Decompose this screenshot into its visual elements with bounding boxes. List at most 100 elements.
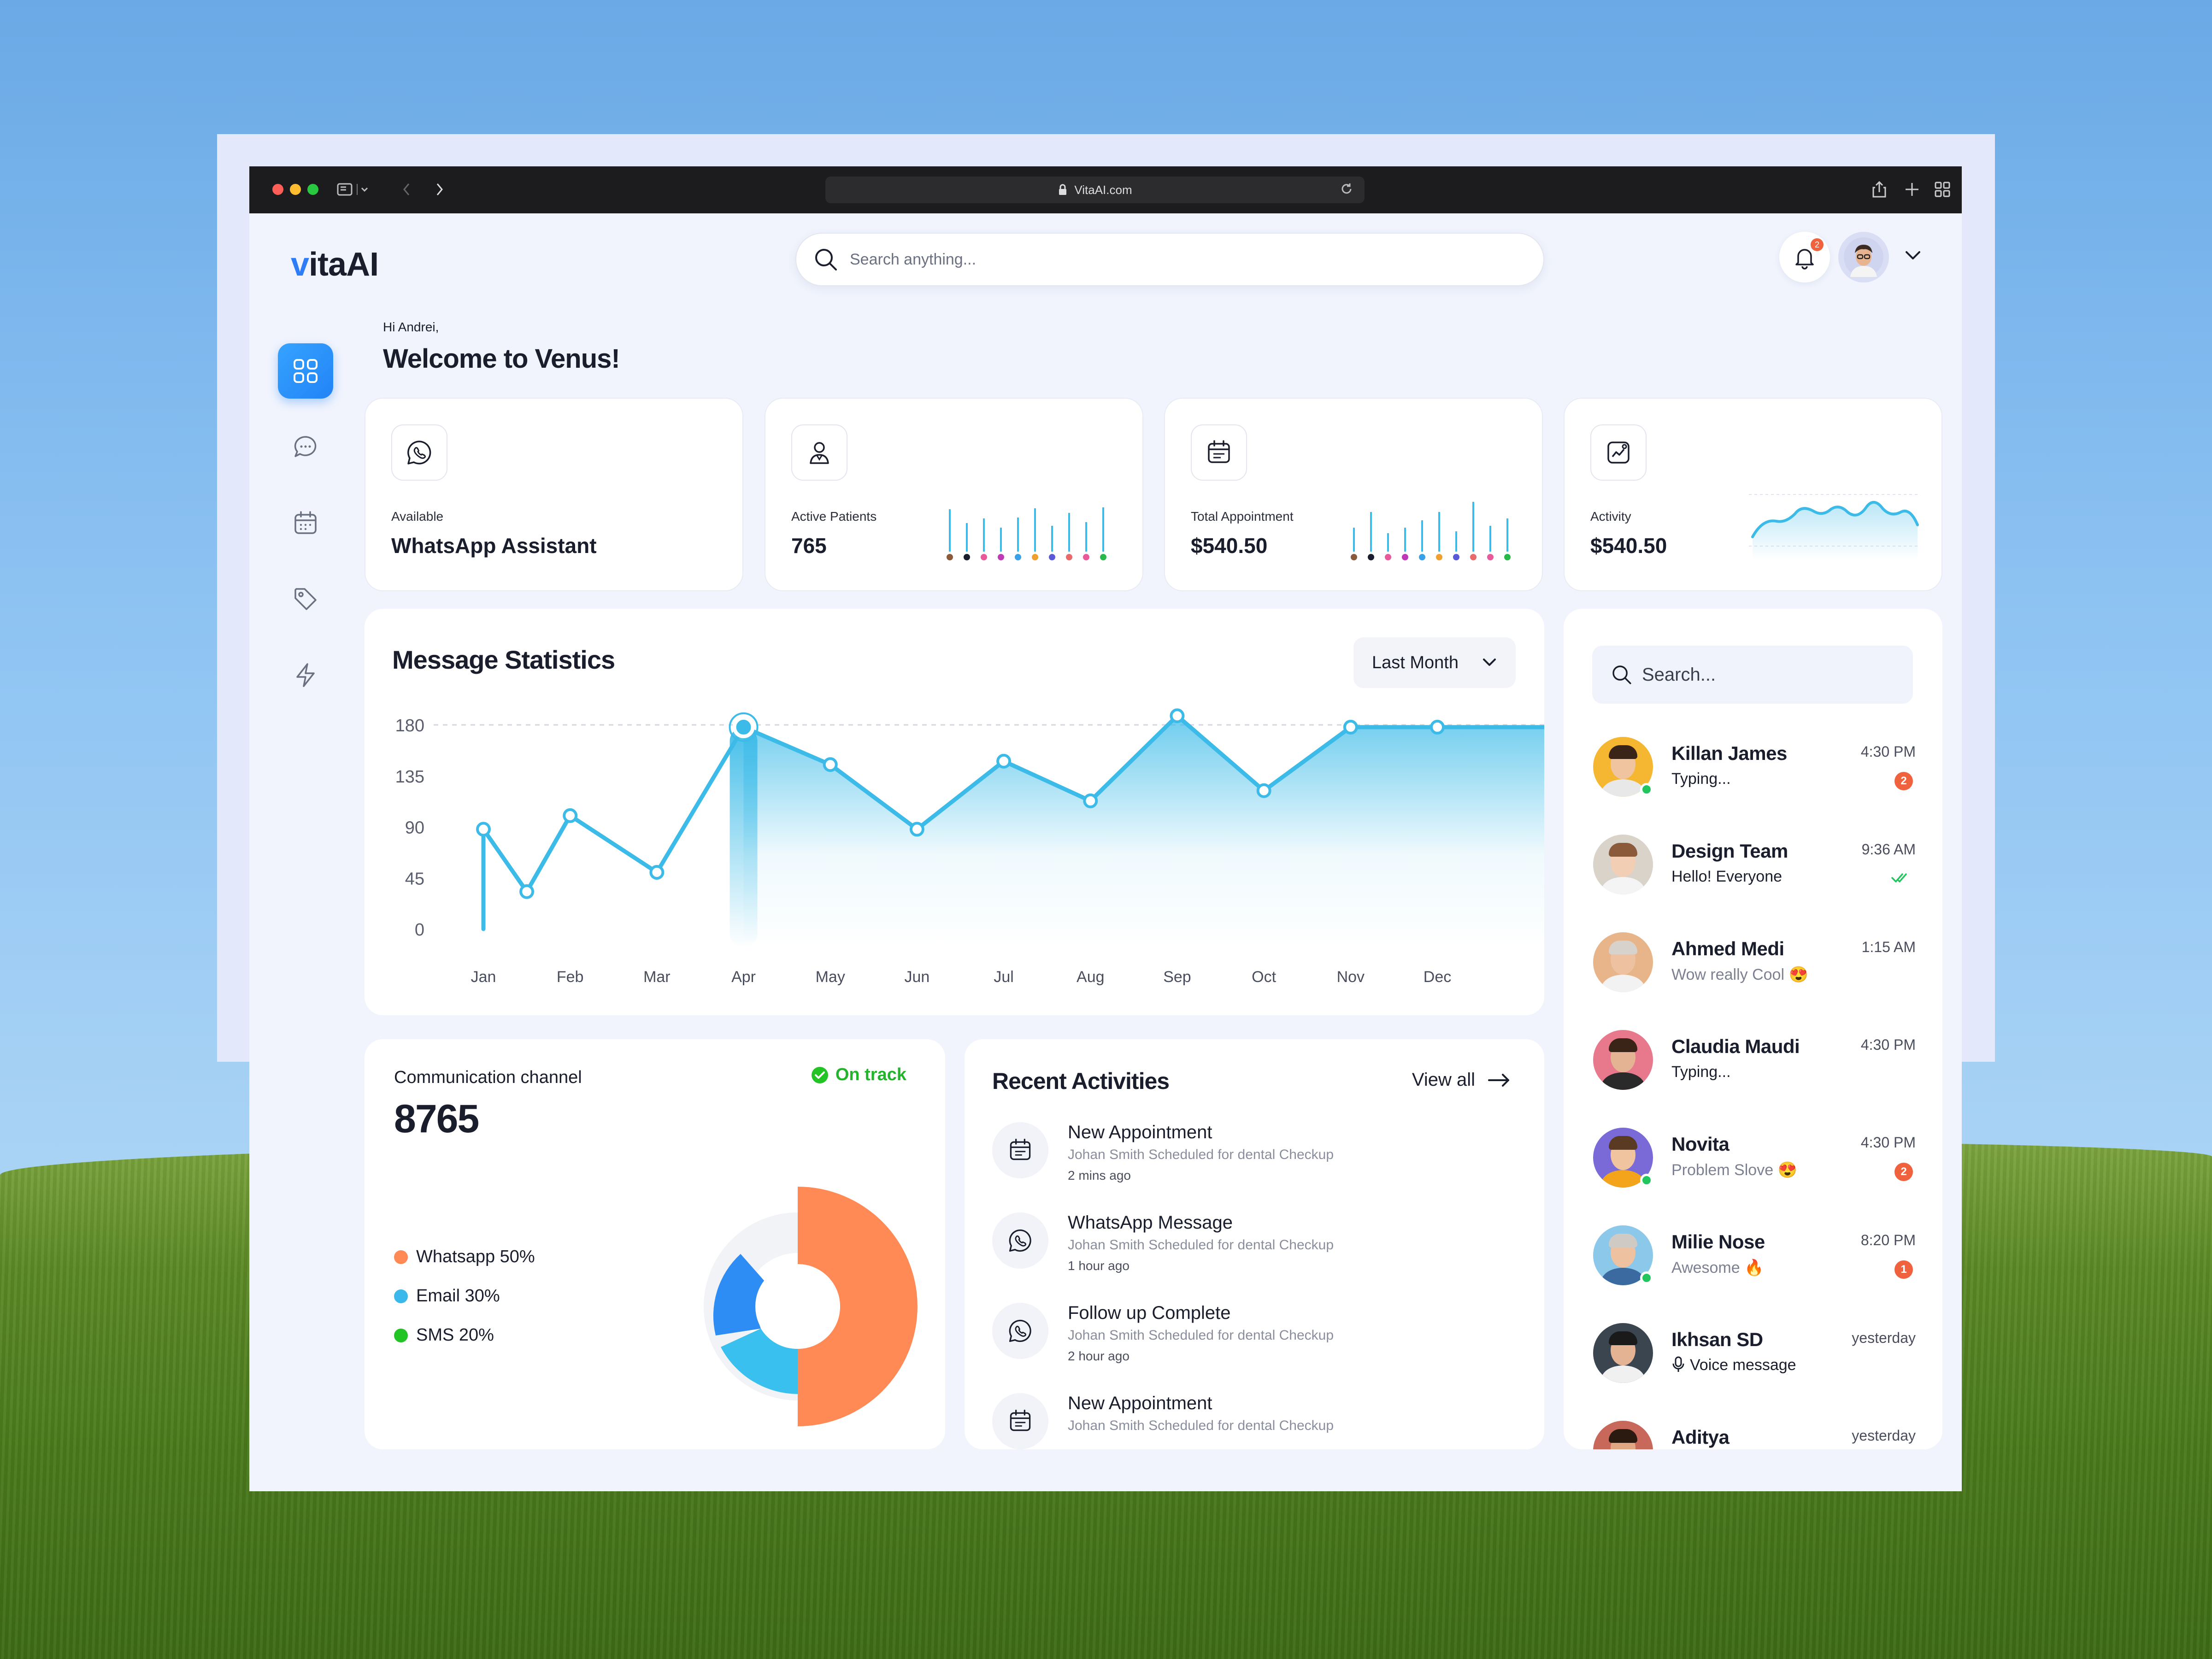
activity-item[interactable]: Follow up Complete Johan Smith Scheduled…: [992, 1303, 1453, 1386]
tab-overview-icon[interactable]: [1934, 181, 1951, 198]
view-all-link[interactable]: View all: [1412, 1070, 1511, 1090]
minimize-window-button[interactable]: [290, 184, 301, 195]
activity-title: New Appointment: [1068, 1122, 1212, 1142]
x-tick-label: Jul: [994, 968, 1013, 986]
x-tick-label: Nov: [1337, 968, 1365, 986]
forward-icon[interactable]: [434, 181, 445, 198]
data-point[interactable]: [823, 757, 838, 772]
activity-time: 1 hour ago: [1068, 1259, 1130, 1273]
reload-icon[interactable]: [1340, 182, 1353, 196]
chat-item[interactable]: Claudia Maudi Typing... 4:30 PM: [1593, 1030, 1916, 1099]
window-controls: [272, 184, 318, 195]
x-tick-label: Jan: [471, 968, 496, 986]
notifications-button[interactable]: 2: [1779, 232, 1830, 282]
message-statistics-chart[interactable]: 180 135 90 45 0 Jan Feb Mar Apr May Jun Jul Aug Sep Oc…: [365, 701, 1544, 996]
user-avatar[interactable]: [1838, 232, 1889, 282]
online-indicator: [1640, 783, 1653, 796]
chat-item[interactable]: Ikhsan SD Voice message yesterday: [1593, 1323, 1916, 1392]
search-icon: [1612, 665, 1631, 684]
data-point[interactable]: [476, 822, 491, 837]
sidebar-item-messages[interactable]: [278, 419, 333, 475]
activity-item[interactable]: New Appointment Johan Smith Scheduled fo…: [992, 1122, 1453, 1205]
chevron-down-icon: [1483, 659, 1496, 666]
message-time: 1:15 AM: [1861, 939, 1916, 955]
donut-slice-email[interactable]: [721, 1329, 798, 1394]
highlight-bar-may[interactable]: [729, 727, 758, 947]
sidebar-item-dashboard[interactable]: [278, 343, 333, 399]
data-point[interactable]: [732, 716, 755, 738]
sidebar-toggle-icon[interactable]: [337, 181, 370, 198]
data-point[interactable]: [996, 753, 1012, 769]
message-time: yesterday: [1852, 1427, 1916, 1444]
recent-activities-title: Recent Activities: [992, 1068, 1170, 1094]
data-point[interactable]: [1430, 719, 1445, 735]
avatar-body: [1601, 1072, 1645, 1090]
global-search-input[interactable]: Search anything...: [795, 233, 1544, 286]
app-logo[interactable]: vitaAI: [291, 246, 379, 283]
double-check-icon: [1891, 873, 1907, 882]
data-point[interactable]: [649, 865, 665, 880]
donut-slice-whatsapp[interactable]: [798, 1187, 918, 1426]
channel-donut-chart[interactable]: [678, 1182, 918, 1431]
stat-card-activity[interactable]: Activity $540.50: [1564, 398, 1942, 591]
chat-item[interactable]: Killan James Typing... 4:30 PM 2: [1593, 737, 1916, 806]
stat-icon-box: [1590, 424, 1647, 481]
stat-card-active-patients[interactable]: Active Patients 765: [765, 398, 1143, 591]
chat-item[interactable]: Design Team Hello! Everyone 9:36 AM: [1593, 835, 1916, 904]
chat-item[interactable]: Ahmed Medi Wow really Cool 😍 1:15 AM: [1593, 932, 1916, 1001]
chat-item[interactable]: Milie Nose Awesome 🔥 8:20 PM 1: [1593, 1225, 1916, 1294]
message-time: 9:36 AM: [1861, 841, 1916, 858]
avatar-hair: [1609, 843, 1637, 857]
range-dropdown[interactable]: Last Month: [1353, 637, 1516, 688]
activity-title: Follow up Complete: [1068, 1303, 1231, 1323]
browser-toolbar: VitaAI.com: [249, 166, 1962, 213]
data-point[interactable]: [909, 822, 924, 837]
whatsapp-icon: [1009, 1229, 1031, 1252]
x-tick-label: Mar: [643, 968, 671, 986]
activity-icon: [992, 1212, 1048, 1269]
donut-slice-sms[interactable]: [713, 1254, 768, 1335]
avatar-hair: [1609, 1331, 1637, 1345]
activity-item[interactable]: WhatsApp Message Johan Smith Scheduled f…: [992, 1212, 1453, 1295]
data-point[interactable]: [519, 884, 535, 899]
data-point[interactable]: [1343, 719, 1358, 735]
tag-icon: [294, 588, 317, 610]
calendar-list-icon: [1010, 1138, 1031, 1160]
avatar-hair: [1609, 1234, 1637, 1247]
avatar-hair: [1609, 745, 1637, 759]
patients-sparkbars: [947, 507, 1106, 560]
last-message-text: Problem Slove 😍: [1671, 1161, 1797, 1179]
new-tab-icon[interactable]: [1904, 181, 1920, 198]
x-tick-label: Jun: [904, 968, 930, 986]
zoom-window-button[interactable]: [307, 184, 318, 195]
sidebar-item-calendar[interactable]: [278, 495, 333, 551]
chat-search-input[interactable]: Search...: [1592, 646, 1913, 704]
address-bar[interactable]: VitaAI.com: [825, 176, 1365, 203]
stat-value: WhatsApp Assistant: [391, 534, 597, 558]
chat-item[interactable]: Aditya yesterday: [1593, 1421, 1916, 1449]
account-menu-chevron-icon[interactable]: [1904, 248, 1922, 262]
contact-name: Claudia Maudi: [1671, 1035, 1800, 1057]
chat-list-panel: Search... Killan James Typing... 4:30 PM 2: [1564, 609, 1942, 1449]
status-text: On track: [835, 1065, 906, 1084]
back-icon[interactable]: [401, 181, 412, 198]
chat-item[interactable]: Novita Problem Slove 😍 4:30 PM 2: [1593, 1128, 1916, 1197]
contact-avatar: [1593, 835, 1653, 894]
avatar-body: [1601, 877, 1645, 894]
data-point[interactable]: [1256, 783, 1271, 798]
share-icon[interactable]: [1871, 180, 1887, 199]
activity-item[interactable]: New Appointment Johan Smith Scheduled fo…: [992, 1393, 1453, 1449]
stat-card-whatsapp[interactable]: Available WhatsApp Assistant: [365, 398, 743, 591]
data-point[interactable]: [563, 808, 578, 823]
close-window-button[interactable]: [272, 184, 283, 195]
stat-card-total-appointment[interactable]: Total Appointment $540.50: [1164, 398, 1543, 591]
lock-icon: [1059, 184, 1067, 195]
avatar-body: [1601, 975, 1645, 992]
sidebar-item-automation[interactable]: [278, 647, 333, 703]
message-time: 4:30 PM: [1860, 1134, 1916, 1151]
sidebar-item-tags[interactable]: [278, 571, 333, 627]
legend-dot: [394, 1250, 408, 1264]
data-point[interactable]: [1170, 708, 1185, 724]
last-message-text: Hello! Everyone: [1671, 868, 1783, 885]
data-point[interactable]: [1083, 793, 1098, 808]
